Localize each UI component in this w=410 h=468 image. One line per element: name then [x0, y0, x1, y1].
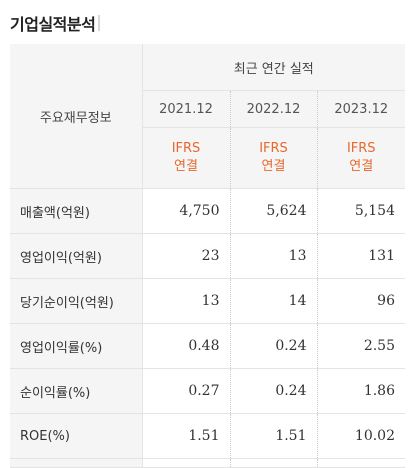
table-footer-spacer [10, 458, 405, 468]
title-divider [98, 15, 101, 31]
value-cell: 1.86 [316, 368, 405, 414]
value-cell: 0.24 [229, 368, 317, 414]
spacer-cell [141, 458, 230, 468]
value-cell: 4,750 [141, 188, 230, 234]
page-title: 기업실적분석 [10, 15, 96, 34]
financial-table: 주요재무정보 최근 연간 실적 2021.12 2022.12 2023.12 … [10, 44, 405, 468]
value-cell: 96 [316, 278, 405, 324]
year-header: 2023.12 [316, 90, 405, 128]
row-label-header: 주요재무정보 [10, 44, 142, 189]
ifrs-consolidated: 연결 [261, 159, 286, 174]
ifrs-label: IFRS 연결 [229, 127, 317, 189]
row-label: 영업이익률(%) [10, 323, 142, 369]
table-row: 영업이익률(%) 0.48 0.24 2.55 [10, 323, 405, 369]
value-cell: 23 [141, 233, 230, 279]
spacer-cell [229, 458, 317, 468]
spacer-cell [316, 458, 405, 468]
value-cell: 10.02 [316, 413, 405, 459]
ifrs-consolidated: 연결 [174, 159, 198, 174]
value-cell: 2.55 [316, 323, 405, 369]
value-cell: 5,154 [316, 188, 405, 234]
value-cell: 1.51 [229, 413, 317, 459]
table-row: 순이익률(%) 0.27 0.24 1.86 [10, 368, 405, 414]
row-label: 영업이익(억원) [10, 233, 142, 279]
ifrs-standard: IFRS [259, 141, 288, 156]
ifrs-standard: IFRS [171, 141, 201, 156]
table-row: 매출액(억원) 4,750 5,624 5,154 [10, 188, 405, 234]
value-cell: 0.27 [141, 368, 230, 414]
row-label: 순이익률(%) [10, 368, 142, 414]
value-cell: 14 [229, 278, 317, 324]
ifrs-label: IFRS 연결 [316, 127, 405, 189]
table-row: 당기순이익(억원) 13 14 96 [10, 278, 405, 324]
row-label: 매출액(억원) [10, 188, 142, 234]
value-cell: 0.48 [141, 323, 230, 369]
table-row: 영업이익(억원) 23 13 131 [10, 233, 405, 279]
value-cell: 0.24 [229, 323, 317, 369]
table-row: ROE(%) 1.51 1.51 10.02 [10, 413, 405, 459]
value-cell: 13 [141, 278, 230, 324]
value-cell: 13 [229, 233, 317, 279]
ifrs-consolidated: 연결 [349, 159, 374, 174]
value-cell: 5,624 [229, 188, 317, 234]
section-header: 기업실적분석 [10, 6, 101, 40]
ifrs-standard: IFRS [346, 141, 376, 156]
value-cell: 1.51 [141, 413, 230, 459]
value-cell: 131 [316, 233, 405, 279]
year-header: 2022.12 [229, 90, 317, 128]
ifrs-label: IFRS 연결 [141, 127, 230, 189]
row-label: 당기순이익(억원) [10, 278, 142, 324]
row-label: ROE(%) [10, 413, 142, 459]
year-header: 2021.12 [141, 90, 230, 128]
annual-results-header: 최근 연간 실적 [141, 44, 405, 91]
spacer-cell [10, 458, 142, 468]
